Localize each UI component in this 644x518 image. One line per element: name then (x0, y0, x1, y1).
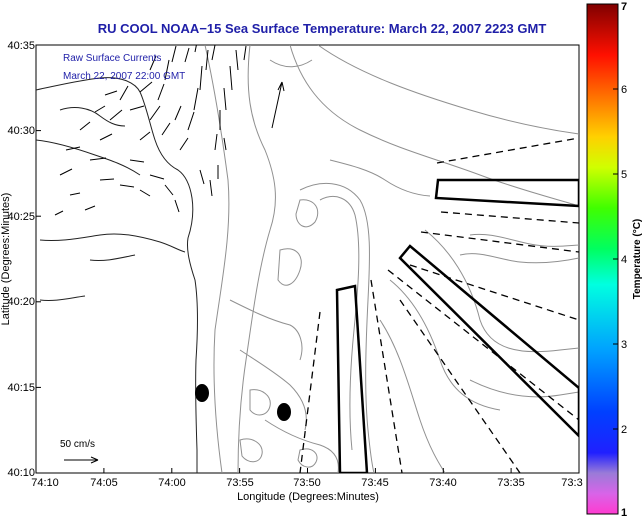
temperature-colorbar: 7 6 5 4 3 2 1 Temperature (°C) (586, 1, 643, 518)
colorbar-tick-label: 2 (621, 424, 627, 436)
colorbar-tick-label: 6 (621, 84, 627, 96)
x-tick-label: 73:35 (497, 477, 525, 489)
currents-label: Raw Surface Currents (63, 53, 161, 64)
colorbar-label: Temperature (°C) (632, 219, 643, 300)
x-tick-label: 73:55 (226, 477, 254, 489)
x-tick-label: 73:45 (361, 477, 389, 489)
colorbar-tick-label: 3 (621, 339, 627, 351)
map-frame (35, 44, 580, 474)
x-tick-label: 74:05 (90, 477, 118, 489)
station-marker (195, 384, 209, 402)
y-axis-label: Latitude (Degrees:Minutes) (0, 193, 12, 326)
map-plot-area: Raw Surface Currents March 22, 2007 22:0… (0, 40, 583, 503)
y-tick-labels: 40:35 40:30 40:25 40:20 40:15 40:10 (7, 40, 35, 479)
current-vectors (54, 45, 285, 216)
x-axis-label: Longitude (Degrees:Minutes) (237, 491, 379, 503)
x-tick-label: 74:10 (31, 477, 59, 489)
scale-label: 50 cm/s (60, 439, 95, 450)
coverage-dashed-lines (299, 137, 579, 473)
station-marker (277, 403, 291, 421)
axis-ticks (36, 130, 512, 473)
y-tick-label: 40:10 (7, 467, 35, 479)
x-tick-label: 74:00 (158, 477, 186, 489)
y-tick-label: 40:20 (7, 296, 35, 308)
figure-title: RU COOL NOAA−15 Sea Surface Temperature:… (98, 21, 547, 36)
radar-beam-sectors (335, 178, 579, 473)
colorbar-tick-label: 1 (621, 507, 627, 518)
colorbar-tick-label: 7 (621, 1, 627, 13)
x-tick-label: 73:3 (561, 477, 582, 489)
y-tick-label: 40:35 (7, 40, 35, 52)
y-tick-label: 40:25 (7, 211, 35, 223)
y-tick-label: 40:15 (7, 382, 35, 394)
x-tick-labels: 74:10 74:05 74:00 73:55 73:50 73:45 73:4… (31, 477, 582, 489)
currents-timestamp: March 22, 2007 22:00 GMT (63, 71, 185, 82)
colorbar-gradient (586, 3, 619, 515)
y-tick-label: 40:30 (7, 125, 35, 137)
colorbar-tick-label: 5 (621, 169, 627, 181)
x-tick-label: 73:50 (293, 477, 321, 489)
colorbar-tick-label: 4 (621, 254, 627, 266)
scale-arrow-icon (64, 456, 99, 464)
x-tick-label: 73:40 (429, 477, 457, 489)
